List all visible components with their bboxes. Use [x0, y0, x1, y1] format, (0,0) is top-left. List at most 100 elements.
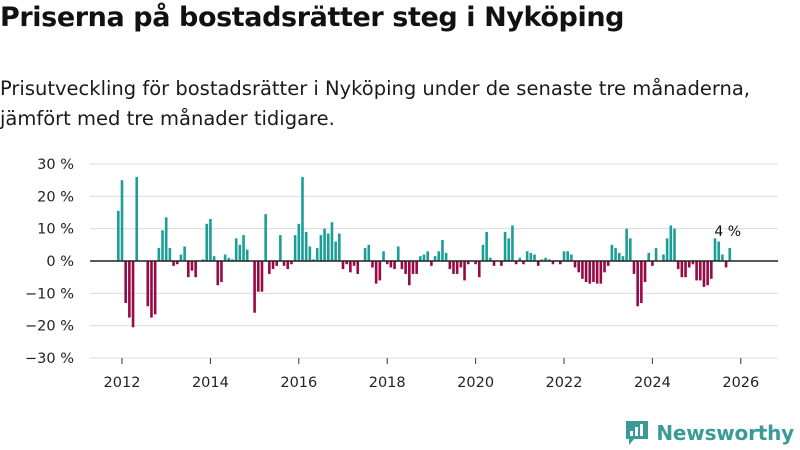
data-bar [120, 180, 124, 261]
data-bar [264, 214, 267, 261]
data-bar [489, 257, 492, 261]
data-bar [481, 244, 485, 261]
data-bar [691, 261, 695, 265]
data-bar [518, 257, 522, 261]
data-bar [507, 238, 511, 261]
data-bar [308, 246, 312, 261]
data-bar [662, 254, 665, 261]
data-bar [253, 261, 256, 313]
data-bar [234, 238, 238, 261]
data-bar [665, 238, 669, 261]
data-bar [503, 231, 507, 261]
data-bar [433, 256, 437, 261]
data-bar [260, 261, 264, 292]
data-bar [702, 261, 706, 287]
x-tick-label: 2014 [192, 375, 229, 391]
newsworthy-logo-icon [626, 421, 649, 445]
data-bar [161, 230, 164, 261]
data-bar [256, 261, 260, 292]
data-bar [282, 261, 286, 266]
y-tick-label: −20 % [25, 319, 74, 335]
data-bar [389, 261, 393, 268]
data-bar [676, 261, 680, 270]
data-bar [721, 254, 724, 261]
data-bar [485, 231, 488, 261]
x-tick-label: 2024 [634, 375, 671, 391]
data-bar [330, 222, 334, 261]
data-bar [500, 261, 503, 266]
data-bar [525, 251, 529, 261]
data-bar [419, 256, 422, 261]
data-bar [168, 248, 172, 261]
data-bar [540, 259, 544, 261]
y-tick-label: 10 % [37, 222, 74, 238]
data-bar [669, 225, 673, 261]
data-bar [334, 241, 337, 261]
y-tick-label: −10 % [25, 286, 74, 302]
y-tick-label: 20 % [37, 189, 74, 205]
data-bar [319, 235, 323, 261]
data-bar [201, 259, 205, 261]
data-bar [614, 248, 617, 261]
data-bar [212, 256, 216, 261]
data-bar [393, 261, 396, 270]
data-bar [617, 252, 621, 261]
data-bar [426, 251, 430, 261]
data-bar [713, 238, 717, 261]
data-bar [179, 254, 183, 261]
data-bar [422, 254, 426, 261]
data-bar [312, 259, 315, 261]
data-bar [382, 251, 385, 261]
data-bar [640, 261, 643, 304]
data-bar [651, 261, 654, 266]
x-tick-label: 2022 [546, 375, 583, 391]
data-bar [654, 248, 658, 261]
data-bar [242, 235, 245, 261]
data-bar [522, 261, 525, 265]
data-bar [356, 261, 360, 274]
data-bar [606, 261, 610, 266]
latest-value-label: 4 % [714, 224, 741, 240]
data-bar [286, 261, 290, 270]
chart-subtitle: Prisutveckling för bostadsrätter i Nyköp… [0, 77, 751, 130]
data-bar [559, 261, 562, 265]
data-bar [146, 261, 150, 307]
data-bar [566, 251, 569, 261]
data-bar [455, 261, 459, 274]
data-bar [175, 261, 179, 265]
y-tick-label: 30 % [37, 157, 74, 173]
data-bar [441, 239, 444, 261]
data-bar [695, 261, 698, 281]
data-bar [511, 225, 514, 261]
data-bar [710, 261, 713, 279]
x-tick-label: 2018 [369, 375, 406, 391]
data-bar [341, 261, 345, 270]
data-bar [172, 261, 175, 266]
data-bar [599, 261, 603, 284]
data-bar [411, 261, 415, 274]
data-bar [396, 246, 400, 261]
data-bar [492, 261, 496, 266]
data-bar [584, 261, 588, 283]
data-bar [223, 254, 227, 261]
data-bar [647, 252, 651, 261]
data-bar [157, 248, 161, 261]
data-bar [268, 261, 271, 274]
data-bar [385, 261, 389, 265]
data-bar [717, 241, 720, 261]
data-bar [536, 261, 540, 266]
data-bar [474, 261, 477, 265]
data-bar [592, 261, 595, 283]
y-tick-label: −30 % [25, 351, 74, 367]
data-bar [625, 228, 628, 261]
data-bar [371, 261, 374, 268]
data-bar [363, 248, 367, 261]
data-bar [588, 261, 592, 284]
data-bar [290, 261, 293, 265]
data-bar [245, 249, 249, 261]
data-bar [437, 251, 441, 261]
data-bar [187, 261, 190, 278]
data-bar [603, 261, 606, 273]
data-bar [444, 252, 448, 261]
